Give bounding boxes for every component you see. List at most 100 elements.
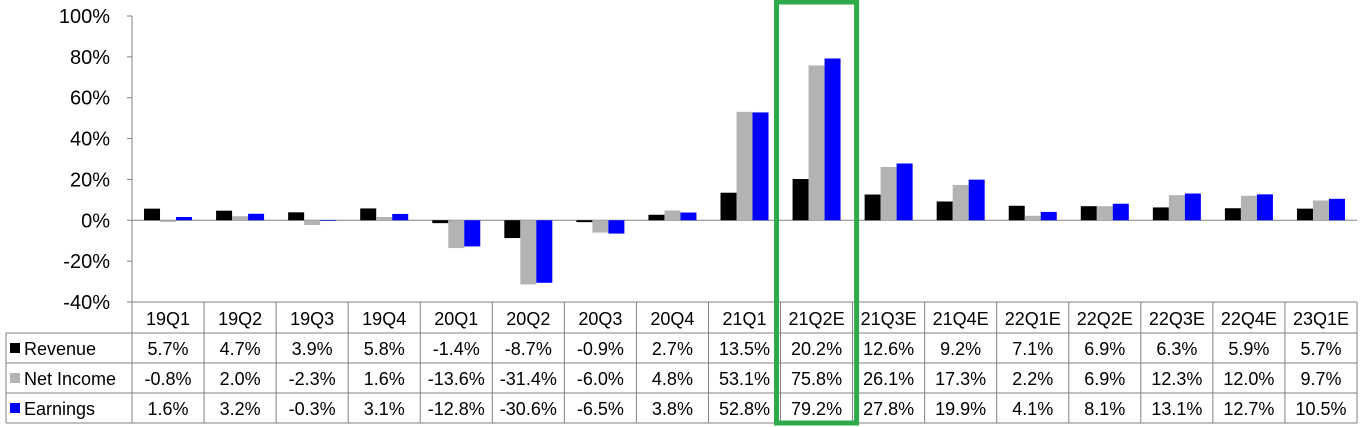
data-label: 26.1%: [863, 369, 914, 389]
bar-earnings: [176, 217, 193, 221]
data-label: -30.6%: [500, 399, 557, 419]
data-label: 2.2%: [1012, 369, 1053, 389]
data-label: 3.9%: [292, 339, 333, 359]
data-label: 13.5%: [719, 339, 770, 359]
bar-revenue: [1296, 208, 1313, 221]
bar-earnings: [968, 179, 985, 221]
bar-earnings: [464, 220, 481, 247]
bar-earnings: [1328, 198, 1345, 221]
bar-earnings: [536, 220, 553, 283]
category-label: 21Q2E: [789, 309, 845, 329]
bar-net-income: [1168, 195, 1185, 221]
category-label: 23Q1E: [1293, 309, 1349, 329]
bar-earnings: [392, 213, 409, 221]
data-label: -6.5%: [577, 399, 624, 419]
data-label: 9.2%: [940, 339, 981, 359]
data-label: -0.8%: [145, 369, 192, 389]
bar-net-income: [160, 220, 177, 222]
data-label: 6.9%: [1084, 369, 1125, 389]
data-label: 79.2%: [791, 399, 842, 419]
data-label: 1.6%: [364, 369, 405, 389]
category-label: 22Q4E: [1221, 309, 1277, 329]
bar-revenue: [1080, 206, 1097, 221]
bar-revenue: [792, 179, 809, 221]
data-label: 13.1%: [1151, 399, 1202, 419]
bar-net-income: [1312, 200, 1329, 221]
category-label: 19Q3: [290, 309, 334, 329]
data-label: 5.9%: [1228, 339, 1269, 359]
category-label: 19Q4: [362, 309, 406, 329]
legend-key-revenue: [10, 343, 20, 353]
data-label: -13.6%: [428, 369, 485, 389]
bar-net-income: [1024, 215, 1041, 221]
legend-label: Earnings: [24, 399, 95, 419]
data-label: 7.1%: [1012, 339, 1053, 359]
bar-earnings: [752, 112, 769, 221]
data-label: -2.3%: [289, 369, 336, 389]
data-label: 4.1%: [1012, 399, 1053, 419]
y-tick-label: 100%: [59, 6, 110, 28]
data-label: 3.1%: [364, 399, 405, 419]
bar-net-income: [520, 220, 537, 285]
bar-net-income: [952, 184, 969, 221]
data-label: -0.9%: [577, 339, 624, 359]
y-tick-label: -20%: [63, 251, 110, 273]
data-label: 12.3%: [1151, 369, 1202, 389]
bar-revenue: [288, 212, 305, 221]
y-tick-label: 0%: [81, 210, 110, 232]
bar-earnings: [1256, 194, 1273, 221]
bar-revenue: [720, 192, 737, 221]
category-label: 20Q2: [506, 309, 550, 329]
category-label: 19Q1: [146, 309, 190, 329]
y-tick-label: 60%: [70, 88, 110, 110]
bar-revenue: [576, 220, 593, 223]
data-label: 5.8%: [364, 339, 405, 359]
category-label: 20Q4: [650, 309, 694, 329]
bar-net-income: [376, 217, 393, 221]
bar-revenue: [936, 201, 953, 221]
bar-net-income: [664, 210, 681, 221]
bar-revenue: [1008, 205, 1025, 221]
data-label: -8.7%: [505, 339, 552, 359]
data-label: 4.7%: [220, 339, 261, 359]
bar-net-income: [1096, 206, 1113, 221]
data-label: 10.5%: [1295, 399, 1346, 419]
bar-revenue: [1152, 207, 1169, 221]
y-tick-label: 20%: [70, 169, 110, 191]
data-label: 20.2%: [791, 339, 842, 359]
data-label: -1.4%: [433, 339, 480, 359]
bar-net-income: [736, 111, 753, 221]
bar-net-income: [592, 220, 609, 233]
bar-earnings: [1112, 203, 1129, 221]
data-label: 1.6%: [148, 399, 189, 419]
bar-revenue: [648, 214, 665, 221]
bar-net-income: [304, 220, 321, 225]
data-label: 27.8%: [863, 399, 914, 419]
bar-revenue: [504, 220, 521, 239]
category-label: 22Q2E: [1077, 309, 1133, 329]
category-label: 19Q2: [218, 309, 262, 329]
bar-earnings: [608, 220, 625, 234]
category-label: 21Q3E: [861, 309, 917, 329]
bar-earnings: [824, 58, 841, 221]
bar-revenue: [144, 208, 161, 221]
data-label: 5.7%: [1300, 339, 1341, 359]
bar-earnings: [248, 213, 265, 221]
data-label: 8.1%: [1084, 399, 1125, 419]
bar-earnings: [1184, 193, 1201, 221]
data-label: 3.2%: [220, 399, 261, 419]
category-label: 22Q1E: [1005, 309, 1061, 329]
bar-revenue: [360, 208, 377, 221]
legend-key-earnings: [10, 403, 20, 413]
data-label: -6.0%: [577, 369, 624, 389]
data-label: 75.8%: [791, 369, 842, 389]
bar-net-income: [448, 220, 465, 249]
bar-earnings: [320, 220, 337, 221]
bar-revenue: [864, 194, 881, 221]
data-label: 52.8%: [719, 399, 770, 419]
data-label: 12.0%: [1223, 369, 1274, 389]
category-label: 21Q1: [722, 309, 766, 329]
data-label: 2.0%: [220, 369, 261, 389]
data-label: 5.7%: [148, 339, 189, 359]
